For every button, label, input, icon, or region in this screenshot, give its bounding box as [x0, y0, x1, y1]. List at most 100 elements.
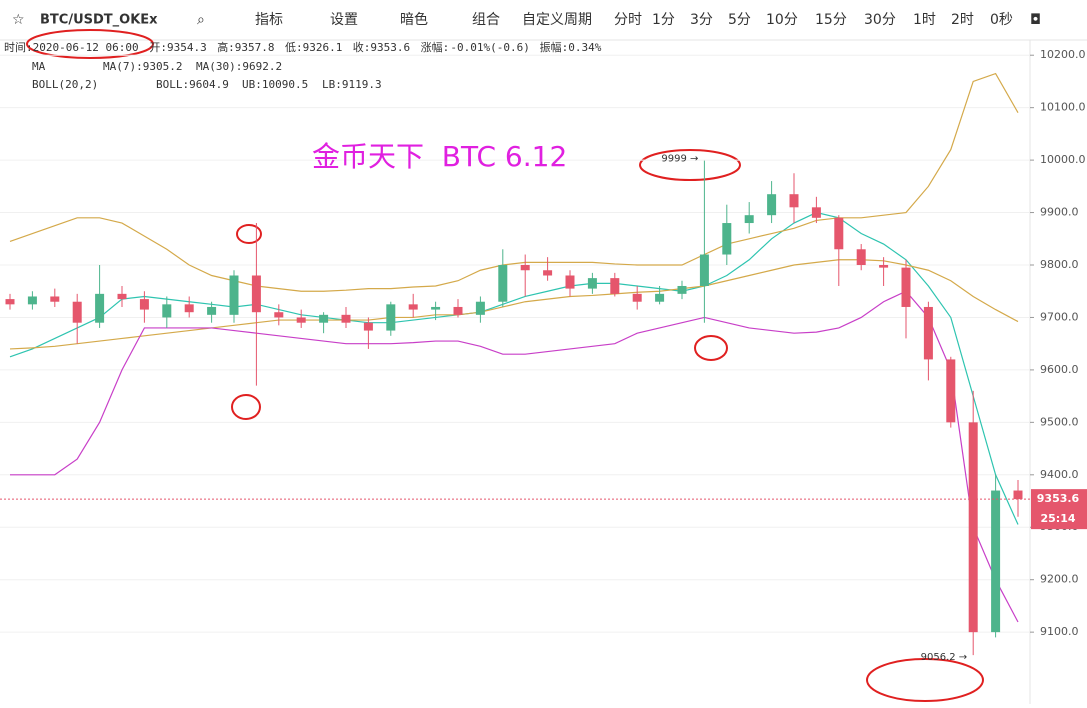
- candle-body: [251, 275, 261, 313]
- candle-body: [431, 306, 441, 310]
- period-button[interactable]: 1分: [652, 12, 675, 28]
- y-tick-label: 10000.0: [1040, 153, 1086, 166]
- candle-body: [677, 285, 687, 294]
- toolbar-button[interactable]: 设置: [330, 12, 358, 28]
- y-tick-label: 9700.0: [1040, 310, 1079, 323]
- candle-body: [296, 317, 306, 323]
- timer: 0秒: [990, 12, 1013, 28]
- candle-body: [363, 322, 373, 331]
- countdown: 25:14: [1040, 512, 1075, 525]
- candle-body: [610, 278, 620, 294]
- indicator-value: MA(30):9692.2: [196, 60, 282, 73]
- indicator-line: [9, 211, 1019, 525]
- candle-body: [565, 275, 575, 289]
- high-label: 9999 →: [661, 154, 698, 165]
- candle-body: [5, 299, 15, 305]
- toolbar: [0, 0, 1087, 40]
- candle-body: [543, 270, 553, 276]
- candle-body: [834, 217, 844, 250]
- star-icon[interactable]: ☆: [12, 12, 25, 28]
- candle-body: [901, 267, 911, 307]
- candle-body: [27, 296, 37, 305]
- candle-body: [789, 194, 799, 208]
- header-item: 低:9326.1: [285, 41, 342, 54]
- candle-body: [946, 359, 956, 423]
- period-button[interactable]: 30分: [864, 12, 896, 28]
- price-tag: [1031, 489, 1087, 530]
- search-icon[interactable]: ⌕: [197, 12, 205, 28]
- indicator-value: BOLL:9604.9: [156, 78, 229, 91]
- indicator-line: [9, 259, 1019, 350]
- candle-body: [453, 306, 463, 315]
- candle-body: [162, 304, 172, 318]
- candle-body: [72, 301, 82, 323]
- candle-body: [879, 265, 889, 268]
- candle-body: [520, 265, 530, 271]
- candle-body: [50, 296, 60, 302]
- last-price: 9353.6: [1037, 492, 1080, 505]
- candle-body: [587, 278, 597, 289]
- candle-body: [95, 293, 105, 323]
- period-button[interactable]: 10分: [766, 12, 798, 28]
- period-button[interactable]: 5分: [728, 12, 751, 28]
- header-item: -0.01%(-0.6): [450, 41, 529, 54]
- toolbar-button[interactable]: 指标: [255, 12, 283, 28]
- candle-body: [117, 293, 127, 300]
- highlight-circle: [639, 149, 741, 181]
- camera-icon[interactable]: ◘: [1030, 12, 1041, 28]
- header-item: 开:9354.3: [149, 41, 206, 54]
- candle-body: [341, 314, 351, 323]
- highlight-circle: [231, 394, 261, 420]
- candle-body: [744, 215, 754, 224]
- candle-body: [408, 304, 418, 310]
- low-label: 9056.2 →: [921, 652, 968, 663]
- highlight-circle: [866, 658, 984, 702]
- y-tick-label: 9200.0: [1040, 573, 1079, 586]
- toolbar-button[interactable]: 暗色: [400, 11, 428, 28]
- candle-body: [655, 293, 665, 302]
- toolbar-button[interactable]: 组合: [472, 12, 500, 28]
- toolbar-button[interactable]: 自定义周期: [522, 12, 592, 28]
- y-tick-label: 9500.0: [1040, 415, 1079, 428]
- highlight-circle: [694, 335, 728, 361]
- y-tick-label: 9400.0: [1040, 468, 1079, 481]
- period-button[interactable]: 3分: [690, 12, 713, 28]
- candle-body: [632, 293, 642, 302]
- period-button[interactable]: 1时: [913, 12, 936, 28]
- header-item: 收:9353.6: [353, 40, 410, 54]
- indicator-value: MA(7):9305.2: [103, 60, 182, 73]
- candle-body: [274, 312, 284, 318]
- candle-body: [386, 304, 396, 331]
- indicator-line: [9, 72, 1019, 292]
- period-button[interactable]: 分时: [614, 12, 642, 28]
- indicator-value: UB:10090.5: [242, 78, 308, 91]
- highlight-circle: [26, 29, 154, 59]
- candle-body: [722, 223, 732, 255]
- indicator-value: LB:9119.3: [322, 78, 382, 91]
- indicator-line: [10, 290, 1019, 623]
- candle-body: [319, 314, 329, 323]
- y-tick-label: 10200.0: [1040, 48, 1086, 61]
- y-tick-label: 9800.0: [1040, 258, 1079, 271]
- period-button[interactable]: 2时: [951, 12, 974, 28]
- candle-body: [811, 207, 821, 218]
- indicator-name: MA: [32, 60, 46, 73]
- candle-body: [184, 304, 194, 313]
- header-item: 振幅:0.34%: [540, 40, 602, 54]
- y-tick-label: 9100.0: [1040, 625, 1079, 638]
- candle-body: [229, 275, 239, 315]
- y-tick-label: 10100.0: [1040, 101, 1086, 114]
- candle-body: [1013, 490, 1023, 500]
- candle-body: [856, 249, 866, 266]
- candle-body: [923, 306, 933, 360]
- candle-body: [207, 306, 217, 315]
- header-item: 高:9357.8: [217, 40, 274, 54]
- symbol[interactable]: BTC/USDT_OKEx: [40, 13, 158, 28]
- header-item: 涨幅:: [421, 41, 450, 54]
- period-button[interactable]: 15分: [815, 12, 847, 28]
- indicator-name: BOLL(20,2): [32, 78, 98, 91]
- candle-body: [991, 490, 1001, 633]
- candle-body: [699, 254, 709, 286]
